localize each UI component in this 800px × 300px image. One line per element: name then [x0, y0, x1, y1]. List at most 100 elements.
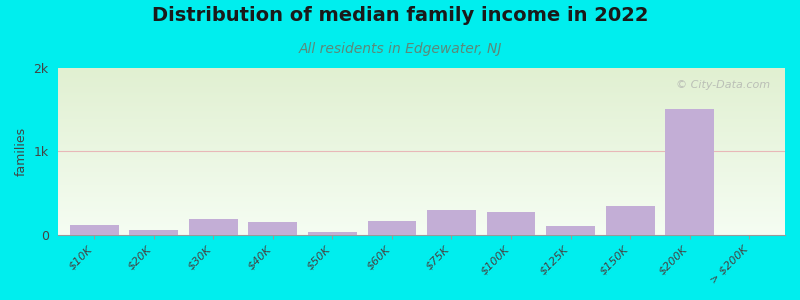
Text: © City-Data.com: © City-Data.com — [676, 80, 770, 90]
Bar — [58, 124, 785, 125]
Bar — [58, 184, 785, 185]
Bar — [58, 171, 785, 172]
Bar — [58, 129, 785, 130]
Bar — [58, 88, 785, 89]
Bar — [58, 68, 785, 69]
Bar — [58, 85, 785, 86]
Bar — [58, 175, 785, 176]
Bar — [58, 78, 785, 79]
Bar — [58, 127, 785, 128]
Bar — [58, 126, 785, 127]
Bar — [58, 142, 785, 143]
Bar — [58, 76, 785, 77]
Bar — [58, 152, 785, 153]
Bar — [58, 218, 785, 219]
Bar — [58, 72, 785, 73]
Bar — [58, 145, 785, 146]
Bar — [58, 87, 785, 88]
Bar — [58, 146, 785, 147]
Bar — [58, 169, 785, 170]
Bar — [58, 121, 785, 122]
Bar — [58, 103, 785, 104]
Bar — [58, 183, 785, 184]
Bar — [58, 188, 785, 189]
Bar — [58, 234, 785, 235]
Bar — [58, 100, 785, 101]
Bar — [58, 208, 785, 209]
Bar — [58, 75, 785, 76]
Bar — [58, 154, 785, 155]
Bar — [58, 161, 785, 162]
Bar — [58, 220, 785, 221]
Bar — [58, 164, 785, 165]
Bar — [58, 222, 785, 223]
Bar — [58, 215, 785, 216]
Bar — [58, 112, 785, 113]
Bar — [130, 230, 178, 235]
Bar — [58, 99, 785, 100]
Bar — [58, 229, 785, 230]
Bar — [58, 101, 785, 102]
Bar — [606, 206, 654, 235]
Bar — [58, 143, 785, 144]
Bar — [58, 172, 785, 173]
Bar — [58, 201, 785, 202]
Bar — [58, 170, 785, 171]
Bar — [58, 155, 785, 156]
Bar — [58, 206, 785, 207]
Bar — [58, 105, 785, 106]
Bar — [58, 151, 785, 152]
Bar — [58, 82, 785, 83]
Bar — [58, 198, 785, 199]
Bar — [58, 118, 785, 119]
Bar — [58, 159, 785, 160]
Bar — [427, 210, 476, 235]
Bar — [58, 165, 785, 166]
Bar — [248, 222, 298, 235]
Bar — [58, 133, 785, 134]
Bar — [58, 125, 785, 126]
Bar — [58, 140, 785, 141]
Bar — [58, 186, 785, 187]
Bar — [58, 202, 785, 203]
Bar — [58, 185, 785, 186]
Bar — [58, 194, 785, 195]
Bar — [58, 196, 785, 197]
Bar — [58, 177, 785, 178]
Bar — [58, 80, 785, 81]
Bar — [58, 174, 785, 175]
Bar — [58, 226, 785, 227]
Bar — [58, 211, 785, 212]
Bar — [58, 89, 785, 90]
Bar — [58, 176, 785, 177]
Bar — [58, 119, 785, 120]
Bar — [58, 131, 785, 132]
Bar — [58, 137, 785, 138]
Bar — [58, 135, 785, 136]
Bar — [58, 158, 785, 159]
Bar — [58, 84, 785, 85]
Bar — [58, 94, 785, 95]
Bar — [58, 207, 785, 208]
Bar — [666, 109, 714, 235]
Bar — [58, 81, 785, 82]
Bar — [58, 83, 785, 84]
Bar — [58, 213, 785, 214]
Bar — [58, 233, 785, 234]
Bar — [58, 128, 785, 129]
Bar — [58, 108, 785, 109]
Bar — [58, 85, 785, 86]
Bar — [58, 212, 785, 213]
Bar — [58, 95, 785, 96]
Bar — [58, 74, 785, 75]
Bar — [58, 230, 785, 231]
Bar — [58, 144, 785, 145]
Bar — [58, 191, 785, 192]
Bar — [58, 204, 785, 205]
Bar — [58, 113, 785, 114]
Bar — [58, 181, 785, 182]
Bar — [58, 149, 785, 150]
Bar — [58, 132, 785, 133]
Bar — [546, 226, 595, 235]
Bar — [58, 120, 785, 121]
